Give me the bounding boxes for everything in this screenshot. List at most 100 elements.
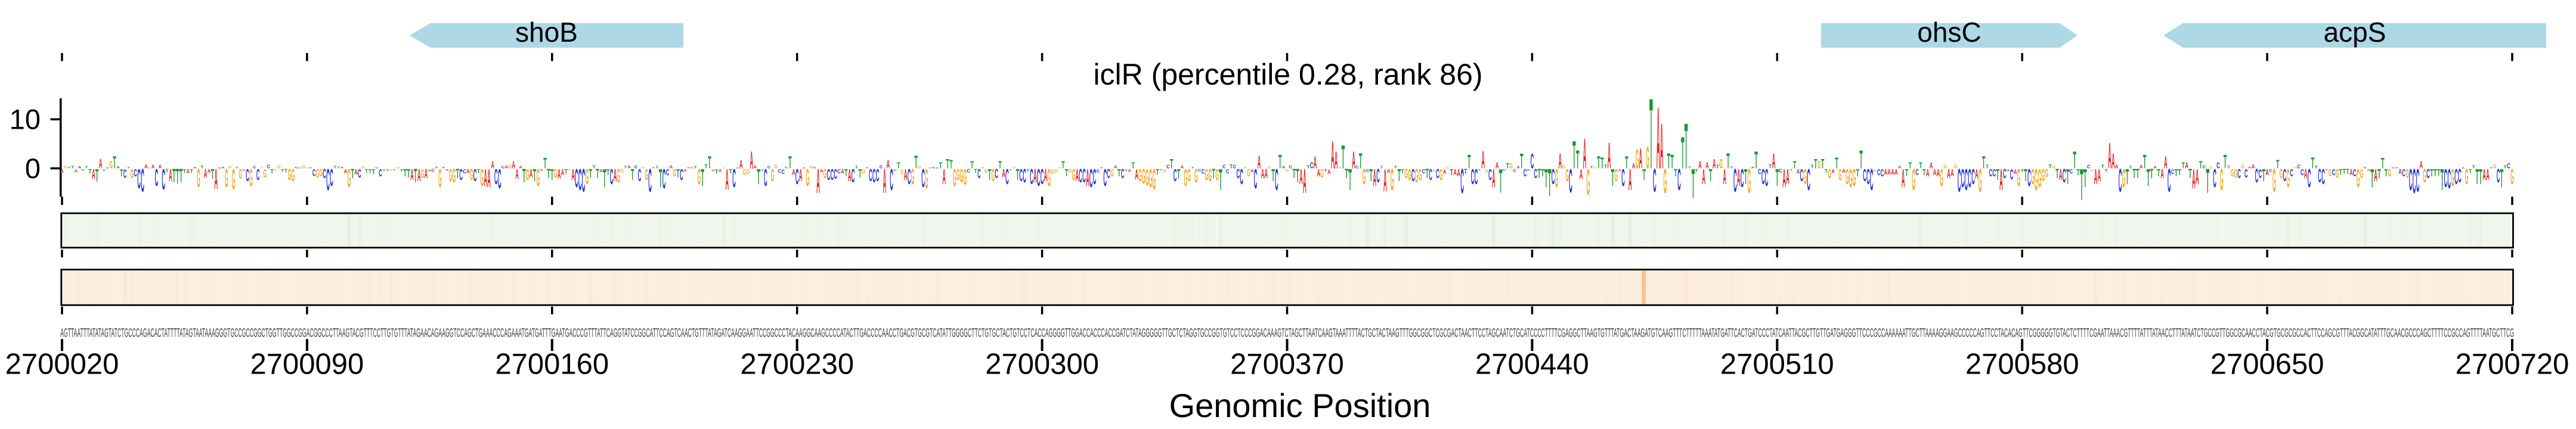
svg-text:G: G [1593, 166, 1597, 169]
svg-text:G: G [1803, 164, 1807, 189]
svg-text:C: C [1531, 151, 1534, 173]
svg-text:C: C [2448, 164, 2451, 195]
svg-text:T: T [2066, 164, 2070, 189]
svg-text:T: T [2441, 163, 2444, 197]
svg-text:T: T [179, 166, 183, 187]
svg-text:C: C [2119, 163, 2122, 199]
svg-text:2700020: 2700020 [5, 349, 119, 381]
svg-text:A: A [1926, 167, 1930, 179]
svg-text:A: A [1002, 167, 1005, 180]
svg-text:G: G [397, 166, 400, 169]
svg-text:A: A [799, 165, 803, 185]
svg-text:T: T [1600, 155, 1604, 172]
svg-text:G: G [361, 166, 365, 169]
svg-text:A: A [561, 167, 565, 177]
svg-text:G: G [2052, 164, 2055, 169]
svg-text:T: T [715, 169, 719, 175]
svg-text:A: A [936, 167, 940, 169]
svg-text:C: C [578, 163, 582, 197]
svg-text:T: T [624, 166, 627, 169]
svg-text:A: A [711, 169, 715, 172]
svg-text:G: G [2357, 163, 2360, 193]
svg-text:T: T [1726, 149, 1730, 173]
svg-text:G: G [956, 167, 960, 184]
svg-text:G: G [1853, 164, 1856, 191]
svg-text:T: T [88, 169, 92, 175]
svg-text:T: T [949, 158, 953, 172]
svg-text:C: C [1989, 167, 1993, 179]
svg-text:A: A [2111, 149, 2115, 173]
svg-text:C: C [2269, 169, 2272, 173]
svg-text:T: T [1716, 164, 1720, 169]
svg-text:A: A [1453, 167, 1457, 177]
svg-text:A: A [1331, 133, 1335, 177]
svg-text:C: C [1741, 163, 1744, 193]
svg-text:T: T [81, 169, 85, 172]
svg-text:C: C [1020, 165, 1023, 185]
svg-text:A: A [816, 161, 820, 201]
svg-text:A: A [1947, 167, 1950, 181]
svg-text:A: A [417, 165, 421, 185]
svg-text:A: A [1457, 167, 1460, 179]
svg-text:G: G [1979, 163, 1982, 199]
svg-text:C: C [1174, 165, 1177, 185]
svg-text:T: T [844, 167, 848, 179]
svg-text:C: C [1254, 164, 1258, 195]
svg-text:C: C [2244, 167, 2248, 181]
svg-text:T: T [2437, 167, 2441, 178]
svg-text:G: G [1614, 165, 1618, 185]
svg-text:C: C [1366, 168, 1370, 173]
svg-text:C: C [267, 164, 271, 169]
svg-text:T: T [71, 165, 75, 169]
svg-text:G: G [1268, 166, 1271, 169]
svg-text:T: T [2224, 153, 2227, 173]
svg-text:C: C [2027, 164, 2031, 191]
svg-text:T: T [1730, 166, 1733, 169]
svg-text:G: G [438, 163, 442, 193]
svg-text:C: C [995, 167, 998, 181]
svg-text:A: A [1898, 165, 1902, 169]
svg-text:C: C [1198, 169, 1202, 172]
svg-text:T: T [1670, 153, 1674, 173]
svg-text:G: G [1069, 168, 1072, 173]
svg-text:A: A [428, 169, 432, 172]
svg-text:G: G [2272, 163, 2276, 199]
svg-text:A: A [1894, 168, 1898, 177]
svg-text:A: A [1713, 157, 1716, 171]
svg-text:G: G [1838, 167, 1842, 184]
svg-text:T: T [533, 165, 537, 185]
svg-text:C: C [2087, 164, 2091, 169]
svg-text:C: C [1765, 164, 1769, 191]
svg-text:2700370: 2700370 [1230, 349, 1344, 381]
svg-text:G: G [617, 166, 621, 187]
svg-text:T: T [855, 166, 859, 169]
svg-text:T: T [606, 167, 610, 177]
svg-text:A: A [99, 156, 103, 172]
svg-text:G: G [992, 165, 995, 185]
svg-text:C: C [2168, 163, 2171, 199]
svg-text:C: C [256, 167, 260, 184]
svg-text:G: G [620, 169, 624, 174]
svg-text:T: T [165, 169, 169, 174]
svg-text:T: T [655, 166, 659, 169]
svg-text:A: A [1135, 166, 1138, 182]
svg-text:C: C [1005, 164, 1009, 189]
svg-text:T: T [2262, 165, 2265, 185]
svg-text:T: T [2073, 147, 2076, 174]
svg-text:T: T [928, 167, 932, 169]
svg-text:T: T [1370, 165, 1373, 185]
svg-text:C: C [2458, 166, 2462, 187]
svg-text:T: T [1649, 79, 1653, 191]
svg-text:A: A [841, 168, 844, 176]
svg-text:A: A [1580, 166, 1583, 182]
svg-text:T: T [1919, 161, 1922, 170]
svg-text:A: A [466, 169, 470, 175]
svg-text:G: G [2510, 164, 2514, 189]
svg-text:T: T [1604, 164, 1608, 170]
svg-text:T: T [589, 167, 593, 181]
svg-text:2700440: 2700440 [1475, 349, 1589, 381]
svg-text:T: T [592, 164, 596, 169]
svg-text:T: T [2346, 168, 2349, 176]
svg-text:C: C [834, 166, 837, 182]
svg-text:G: G [421, 167, 425, 181]
